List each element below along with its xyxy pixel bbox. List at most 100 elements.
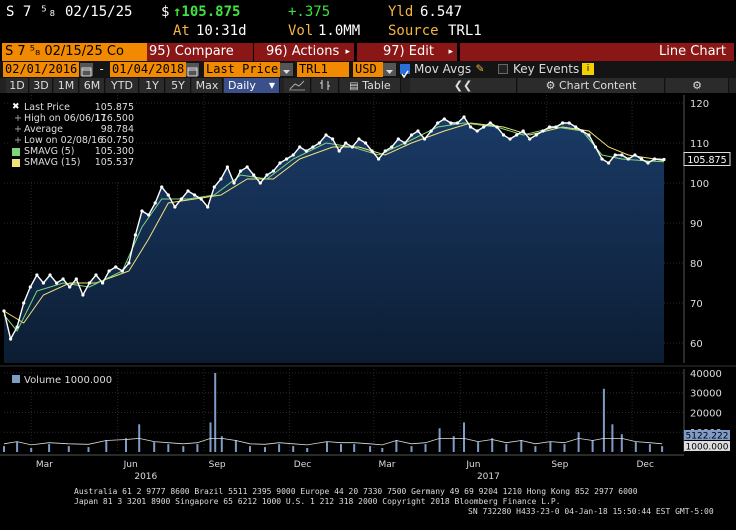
volume-bar <box>591 440 594 452</box>
price-point <box>179 197 183 201</box>
chart-type-button[interactable]: Line Chart <box>460 43 734 61</box>
field-select[interactable]: Last Price <box>204 62 280 77</box>
mov-avgs-checkbox[interactable] <box>400 64 410 79</box>
volume-bar <box>234 440 237 452</box>
field-dropdown-icon[interactable] <box>280 63 293 76</box>
legend-smavg-5[interactable]: SMAVG (5) 105.300 <box>8 146 136 157</box>
last-price-tag-label: 105.875 <box>687 155 726 166</box>
price-point <box>495 125 499 129</box>
frequency-select[interactable]: Daily ▼ <box>224 78 280 93</box>
price-point <box>212 185 216 189</box>
line-style-icon[interactable] <box>284 78 311 93</box>
ticker: S 7 ⁵₈ 02/15/25 <box>6 4 133 20</box>
time-axis: Mar Jun Sep Dec Mar Jun Sep Dec 2016 2017 <box>0 454 684 482</box>
actions-button[interactable]: 96) Actions ▸ <box>254 43 354 61</box>
bar-style-icon[interactable] <box>312 78 339 93</box>
volume-bar <box>424 444 427 452</box>
security-field[interactable]: S 7 ⁵₈ 02/15/25 Co <box>2 43 147 61</box>
legend-last-price[interactable]: ✖ Last Price 105.875 <box>8 102 136 113</box>
start-calendar-icon[interactable] <box>80 63 93 77</box>
end-date-field[interactable]: 01/04/2018 <box>110 62 186 77</box>
last-price: ↑105.875 <box>173 4 241 20</box>
table-button[interactable]: ▤ Table <box>340 78 401 93</box>
currency-field[interactable]: USD <box>353 62 383 77</box>
period-1y-button[interactable]: 1Y <box>140 78 165 93</box>
price-point <box>515 133 519 137</box>
legend-low-icon: + <box>14 135 22 146</box>
volume-bar <box>16 442 19 452</box>
price-point <box>646 161 650 165</box>
mov-avgs-label: Mov Avgs <box>414 62 472 76</box>
date-separator: - <box>98 62 106 76</box>
footer-contacts-line2: Japan 81 3 3201 8900 Singapore 65 6212 1… <box>74 497 561 506</box>
volume-bar <box>264 447 266 452</box>
price-point <box>469 125 473 129</box>
info-icon[interactable]: i <box>582 63 594 75</box>
smavg-15-swatch <box>12 159 20 167</box>
end-calendar-icon[interactable] <box>186 63 199 77</box>
scroll-left-button[interactable]: ❮❮ <box>410 78 517 93</box>
price-tick-label: 110 <box>690 139 709 150</box>
price-point <box>390 145 394 149</box>
price-point <box>127 261 131 265</box>
volume-bar <box>648 444 651 452</box>
price-point <box>87 281 91 285</box>
key-events-checkbox[interactable] <box>498 64 508 74</box>
price-tick-label: 120 <box>690 99 709 110</box>
period-1d-button[interactable]: 1D <box>6 78 29 93</box>
volume-bar <box>577 432 580 452</box>
currency-dropdown-icon[interactable] <box>383 63 396 76</box>
volume-legend[interactable]: Volume 1000.000 <box>8 374 117 387</box>
volume-bar <box>340 444 342 452</box>
edit-button[interactable]: 97) Edit ▸ <box>357 43 457 61</box>
pencil-icon[interactable]: ✎ <box>476 61 484 76</box>
legend-label: SMAVG (15) <box>24 157 81 168</box>
volume-bar <box>395 440 398 452</box>
last-volume-tag <box>684 430 730 440</box>
chart-settings-button[interactable]: ⚙ <box>666 78 729 93</box>
period-max-button[interactable]: Max <box>192 78 223 93</box>
chart-content-button[interactable]: ⚙ Chart Content <box>518 78 665 93</box>
volume-bar <box>563 444 566 452</box>
legend-average[interactable]: + Average 98.784 <box>8 124 136 135</box>
price-point <box>2 309 6 313</box>
period-1m-button[interactable]: 1M <box>54 78 79 93</box>
period-3d-button[interactable]: 3D <box>30 78 53 93</box>
volume-bar <box>477 442 480 452</box>
volume-bar <box>153 442 156 452</box>
volume-bar <box>182 446 185 452</box>
price-point <box>278 161 282 165</box>
period-5y-button[interactable]: 5Y <box>166 78 191 93</box>
price-point <box>653 157 657 161</box>
legend-label: Average <box>24 124 64 135</box>
price-point <box>68 285 72 289</box>
price-point <box>81 293 85 297</box>
price-point <box>35 273 39 277</box>
compare-button[interactable]: 95) Compare <box>147 43 253 61</box>
volume-bar <box>549 442 552 452</box>
legend-label: SMAVG (5) <box>24 146 75 157</box>
legend-low[interactable]: + Low on 02/08/16 60.750 <box>8 135 136 146</box>
price-point <box>160 185 164 189</box>
start-date-field[interactable]: 02/01/2016 <box>3 62 79 77</box>
period-6m-button[interactable]: 6M <box>80 78 105 93</box>
legend-high[interactable]: + High on 06/06/17 116.500 <box>8 113 136 124</box>
price-point <box>133 233 137 237</box>
volume-bar <box>634 442 637 452</box>
price-axis: 60 70 80 90 100 110 120 <box>683 95 709 363</box>
period-ytd-button[interactable]: YTD <box>106 78 139 93</box>
volume-tick-label: 20000 <box>690 409 722 420</box>
volume-bar <box>196 444 199 452</box>
price-point <box>285 157 289 161</box>
source-field[interactable]: TRL1 <box>297 62 349 77</box>
price-tick-label: 90 <box>690 219 703 230</box>
time-tick-label: Jun <box>465 460 480 470</box>
legend-value: 105.300 <box>94 146 134 157</box>
price-point <box>403 141 407 145</box>
price-point <box>561 121 565 125</box>
price-point <box>101 281 105 285</box>
legend-smavg-15[interactable]: SMAVG (15) 105.537 <box>8 157 136 168</box>
volume-bar <box>220 436 223 452</box>
